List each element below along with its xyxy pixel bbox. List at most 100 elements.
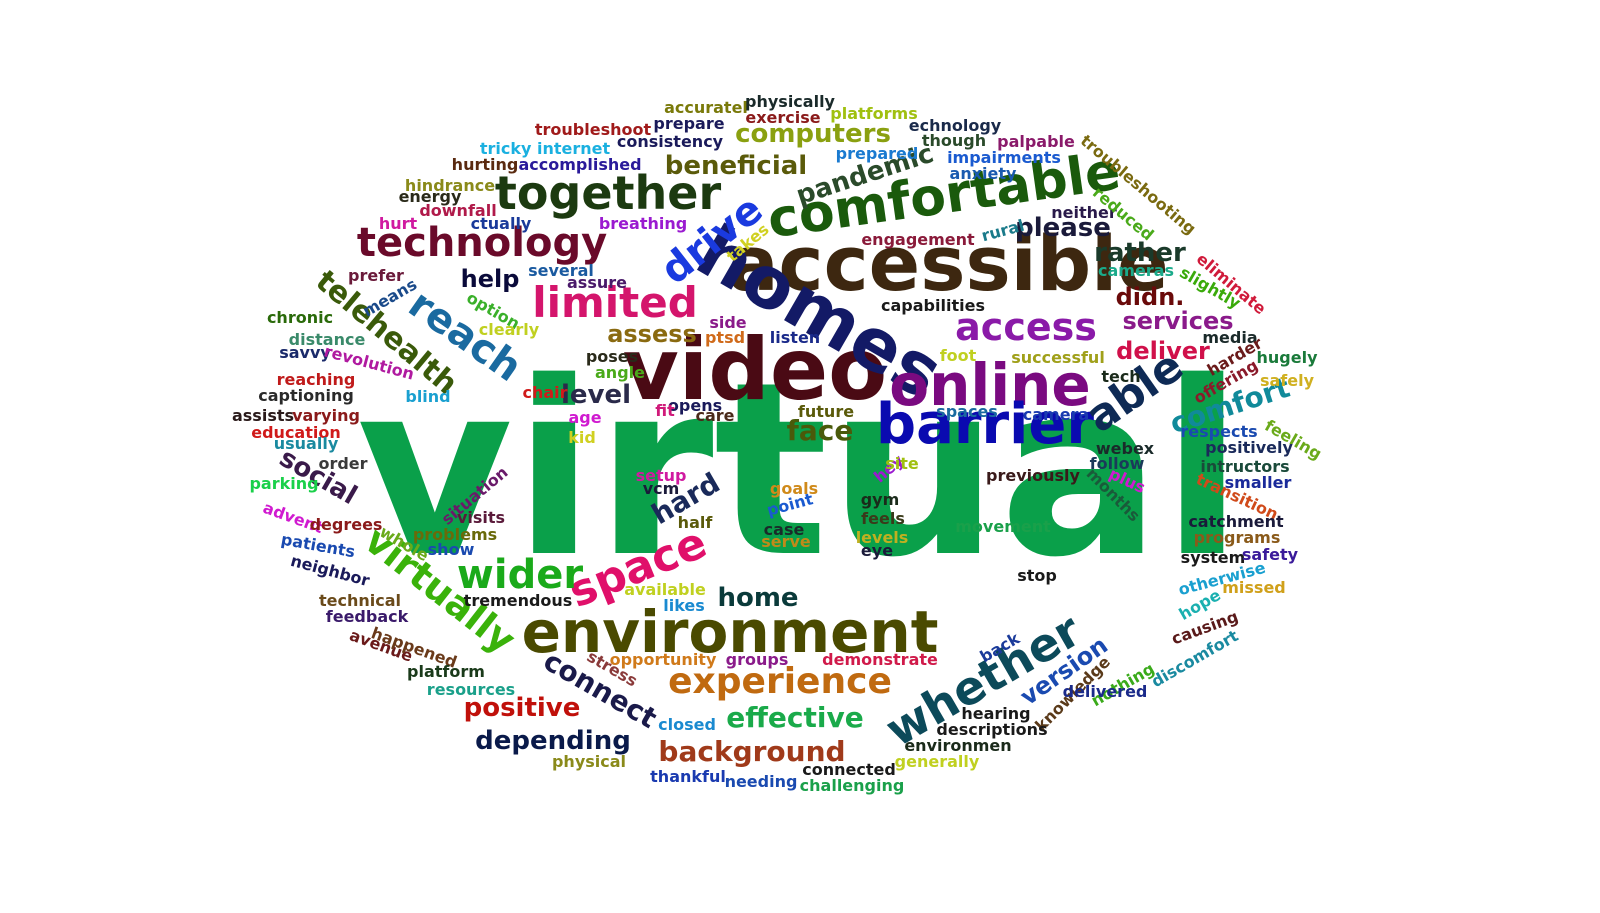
- word: distance: [288, 330, 366, 349]
- word: hindrance: [404, 176, 496, 195]
- word: hurting: [451, 155, 519, 174]
- word: future: [797, 402, 855, 421]
- word: delivered: [1062, 682, 1148, 701]
- word: education: [251, 423, 341, 442]
- word: limited: [532, 278, 698, 327]
- word: age: [568, 408, 602, 427]
- word: site: [885, 454, 919, 473]
- word: demonstrate: [822, 650, 938, 669]
- word: serve: [761, 532, 811, 551]
- word: feels: [861, 509, 905, 528]
- word: exercise: [745, 108, 821, 127]
- word: wider: [456, 552, 584, 598]
- word: programs: [1193, 528, 1281, 547]
- word: safety: [1241, 545, 1299, 564]
- word: savvy: [279, 343, 331, 362]
- word: assists: [231, 406, 295, 425]
- word: connected: [802, 760, 896, 779]
- word: care: [695, 406, 735, 425]
- word: blind: [405, 387, 451, 406]
- word: challenging: [799, 776, 905, 795]
- word: order: [318, 454, 368, 473]
- word: tricky internet: [479, 139, 611, 158]
- word: hearing: [961, 704, 1031, 723]
- word: physically: [745, 92, 835, 111]
- word: assess: [607, 320, 697, 348]
- word: prepare: [653, 114, 725, 133]
- word: listen: [769, 328, 821, 347]
- word: resources: [426, 680, 516, 699]
- word: goals: [769, 479, 819, 498]
- word: side: [709, 313, 747, 332]
- word: several: [528, 261, 594, 280]
- word: case: [763, 520, 805, 539]
- word: kid: [568, 428, 596, 447]
- word: positive: [463, 693, 581, 723]
- word: visits: [456, 508, 506, 527]
- word: together: [494, 166, 722, 220]
- word: movement: [955, 517, 1051, 536]
- word: follow: [1089, 454, 1145, 473]
- word: hurt: [378, 214, 418, 233]
- word: cameras: [1097, 261, 1175, 280]
- word: environment: [521, 598, 939, 666]
- word: experience: [668, 661, 892, 702]
- word: positively: [1205, 438, 1293, 457]
- word: half: [677, 513, 713, 532]
- word: didn.: [1115, 283, 1185, 311]
- word: prepared: [835, 144, 919, 163]
- word: prefer: [348, 266, 404, 285]
- word: safely: [1259, 371, 1315, 390]
- word: face: [786, 414, 854, 447]
- word: technology: [356, 220, 608, 266]
- word: foot: [939, 346, 977, 365]
- word: palpable: [997, 132, 1075, 151]
- word: platform: [407, 662, 485, 681]
- word: chair: [522, 383, 568, 402]
- word: likes: [663, 596, 705, 615]
- word: accuratel: [664, 98, 748, 117]
- word: descriptions: [936, 720, 1048, 739]
- word: available: [624, 580, 706, 599]
- word: neither: [1051, 203, 1117, 222]
- word: hugely: [1256, 348, 1318, 367]
- word: accomplished: [518, 155, 642, 174]
- word: effective: [726, 701, 864, 734]
- word: platforms: [830, 104, 918, 123]
- word: stop: [1017, 566, 1057, 585]
- word: tremendous: [463, 591, 573, 610]
- word: generally: [894, 752, 980, 771]
- word: consistency: [616, 132, 724, 151]
- word: home: [717, 583, 799, 613]
- word: reaching: [276, 370, 356, 389]
- word: problems: [412, 525, 498, 544]
- word: degrees: [309, 515, 383, 534]
- word: level: [560, 380, 632, 410]
- word: media: [1202, 328, 1258, 347]
- word: ctually: [470, 214, 532, 233]
- word: usually: [273, 434, 339, 453]
- word: groups: [725, 650, 789, 669]
- word: rather: [1094, 238, 1186, 268]
- word: varying: [292, 406, 360, 425]
- word: spaces: [936, 402, 998, 421]
- word: echnology: [908, 116, 1002, 135]
- word: beneficial: [664, 151, 808, 181]
- word: physical: [551, 752, 627, 771]
- word: technical: [318, 591, 402, 610]
- word: barrier: [876, 392, 1094, 457]
- word: assure: [567, 273, 627, 292]
- word: depending: [475, 726, 631, 756]
- word: accessible: [727, 219, 1169, 308]
- word: smaller: [1224, 473, 1292, 492]
- word: chronic: [266, 308, 334, 327]
- word: impairments: [947, 148, 1061, 167]
- word: breathing: [598, 214, 688, 233]
- word: missed: [1222, 578, 1286, 597]
- word: catchment: [1188, 512, 1284, 531]
- word: opens: [667, 396, 723, 415]
- word: closed: [658, 715, 716, 734]
- word: environmen: [904, 736, 1012, 755]
- word: tech: [1101, 367, 1141, 386]
